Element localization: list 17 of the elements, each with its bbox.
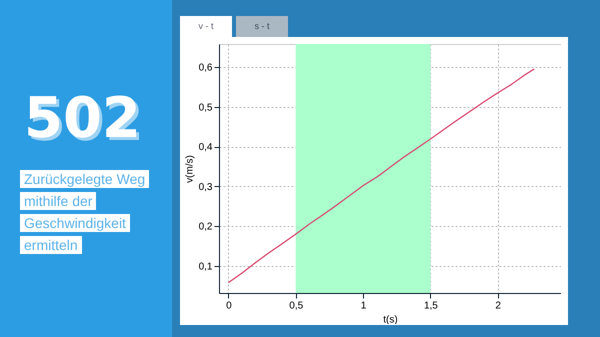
- text: v - t: [180, 16, 232, 37]
- y-tick-label: 0,2: [198, 222, 213, 233]
- y-tick-label: 0,1: [198, 261, 213, 272]
- text: s - t: [236, 16, 288, 37]
- y-tick-label: 0,4: [198, 142, 213, 154]
- y-tick-label: 0,5: [198, 102, 213, 114]
- y-axis-title: v(m/s): [184, 155, 196, 183]
- line-series: [228, 68, 535, 284]
- y-tick-label: 0,6: [198, 62, 213, 74]
- y-tick-label: 0,3: [198, 182, 213, 193]
- text: Zurückgelegte Weg mithilfe der Geschwindigkeit ermitteln: [20, 170, 150, 254]
- x-tick-label: 2: [495, 300, 502, 312]
- x-tick-label: 1: [360, 300, 367, 312]
- x-tick-label: 0,5: [289, 300, 304, 312]
- x-tick-label: 1,5: [424, 300, 438, 312]
- x-tick-label: 0: [226, 300, 232, 312]
- text: 502: [24, 86, 141, 151]
